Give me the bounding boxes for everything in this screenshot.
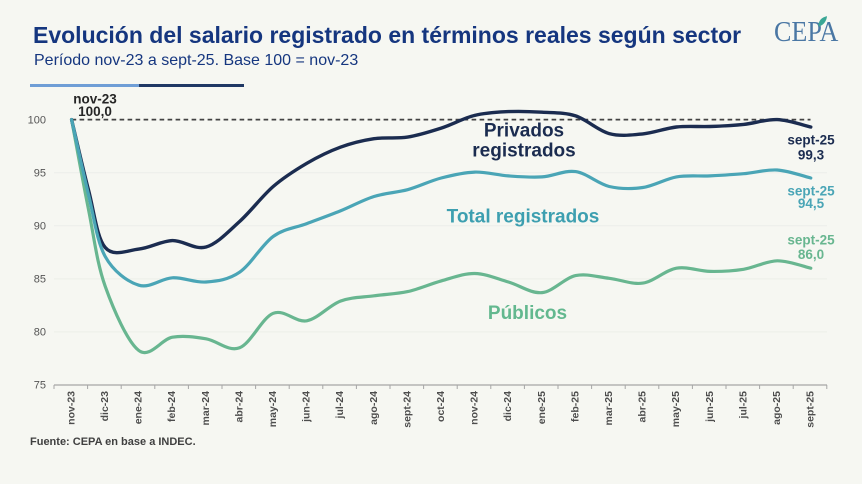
svg-text:ene-24: ene-24 [133,391,145,424]
svg-text:sept-24: sept-24 [401,391,413,428]
svg-text:dic-24: dic-24 [502,391,514,422]
svg-text:95: 95 [34,168,46,180]
svg-text:mar-25: mar-25 [603,391,615,426]
svg-text:nov-24: nov-24 [469,391,481,425]
svg-text:ene-25: ene-25 [536,391,548,424]
svg-text:mar-24: mar-24 [200,391,212,426]
svg-text:nov-23: nov-23 [73,92,117,107]
svg-text:abr-25: abr-25 [637,391,649,423]
svg-text:jun-24: jun-24 [301,391,313,423]
svg-text:Privados: Privados [484,121,564,142]
svg-text:75: 75 [34,380,46,392]
svg-text:may-24: may-24 [267,391,279,427]
svg-text:may-25: may-25 [670,391,682,427]
svg-text:80: 80 [34,327,46,339]
svg-text:jul-25: jul-25 [737,391,749,420]
svg-text:jun-25: jun-25 [704,391,716,423]
svg-text:100: 100 [28,115,46,127]
svg-text:85: 85 [34,274,46,286]
svg-text:nov-23: nov-23 [65,391,77,425]
svg-text:86,0: 86,0 [798,247,824,262]
svg-text:oct-24: oct-24 [435,391,447,422]
svg-text:jul-24: jul-24 [334,391,346,420]
svg-text:sept-25: sept-25 [787,184,835,199]
svg-text:94,5: 94,5 [798,196,825,211]
svg-text:sept-25: sept-25 [787,133,835,148]
svg-text:feb-25: feb-25 [569,391,581,422]
svg-text:feb-24: feb-24 [166,391,178,422]
svg-text:sept-25: sept-25 [805,391,817,428]
svg-text:ago-24: ago-24 [368,391,380,425]
svg-text:dic-23: dic-23 [99,391,111,422]
svg-text:abr-24: abr-24 [233,391,245,423]
svg-text:registrados: registrados [472,141,575,162]
svg-text:Total registrados: Total registrados [447,207,600,228]
svg-text:ago-25: ago-25 [771,391,783,425]
svg-text:99,3: 99,3 [798,148,825,163]
svg-text:90: 90 [34,221,46,233]
svg-text:Públicos: Públicos [488,303,567,324]
svg-text:100,0: 100,0 [78,104,112,119]
svg-text:sept-25: sept-25 [787,233,835,248]
